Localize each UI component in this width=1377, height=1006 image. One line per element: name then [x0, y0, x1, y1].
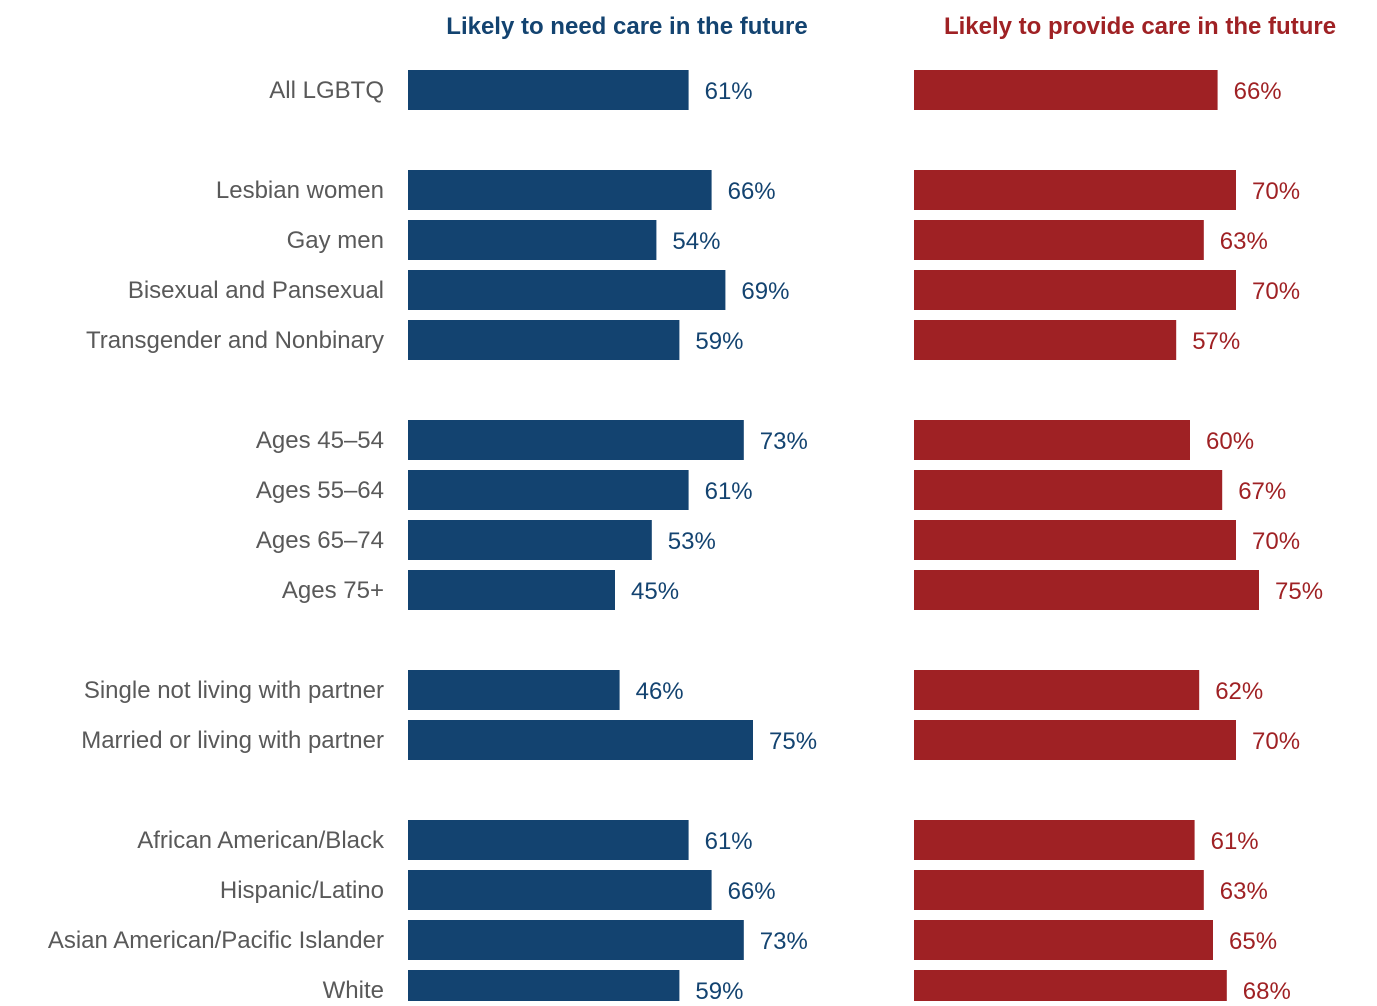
provide-care-bar — [914, 570, 1259, 610]
provide-care-bar — [914, 320, 1177, 360]
category-label: Ages 45–54 — [256, 427, 384, 454]
provide-care-bar — [914, 870, 1204, 910]
provide-care-value-label: 65% — [1229, 928, 1277, 955]
provide-care-bar — [914, 520, 1236, 560]
need-care-value-label: 61% — [705, 828, 753, 855]
provide-care-bar — [914, 670, 1200, 710]
need-care-bar — [408, 70, 689, 110]
category-label: Lesbian women — [216, 177, 384, 204]
category-label: Asian American/Pacific Islander — [48, 927, 384, 954]
category-label: Gay men — [287, 227, 384, 254]
provide-care-value-label: 70% — [1252, 278, 1300, 305]
category-label: Transgender and Nonbinary — [86, 327, 384, 354]
need-care-value-label: 66% — [728, 878, 776, 905]
provide-care-bar — [914, 720, 1236, 760]
need-care-bar — [408, 820, 689, 860]
need-care-value-label: 46% — [636, 678, 684, 705]
category-label: Ages 55–64 — [256, 477, 384, 504]
need-care-value-label: 54% — [672, 228, 720, 255]
need-care-bar — [408, 270, 726, 310]
need-care-value-label: 73% — [760, 428, 808, 455]
need-care-value-label: 61% — [705, 478, 753, 505]
provide-care-bar — [914, 220, 1204, 260]
need-care-bar — [408, 420, 744, 460]
provide-care-value-label: 70% — [1252, 178, 1300, 205]
need-care-value-label: 75% — [769, 728, 817, 755]
provide-care-value-label: 70% — [1252, 728, 1300, 755]
provide-care-bar — [914, 970, 1227, 1006]
need-care-bar — [408, 870, 712, 910]
provide-care-value-label: 57% — [1192, 328, 1240, 355]
provide-care-value-label: 62% — [1215, 678, 1263, 705]
need-care-bar — [408, 720, 753, 760]
provide-care-title: Likely to provide care in the future — [944, 13, 1336, 40]
need-care-value-label: 61% — [705, 78, 753, 105]
need-care-bar — [408, 170, 712, 210]
provide-care-value-label: 66% — [1234, 78, 1282, 105]
need-care-bar — [408, 470, 689, 510]
need-care-bar — [408, 570, 615, 610]
provide-care-bar — [914, 270, 1236, 310]
provide-care-bar — [914, 420, 1190, 460]
provide-care-value-label: 67% — [1238, 478, 1286, 505]
need-care-value-label: 53% — [668, 528, 716, 555]
need-care-bar — [408, 920, 744, 960]
need-care-value-label: 66% — [728, 178, 776, 205]
category-label: White — [323, 977, 384, 1001]
need-care-bar — [408, 320, 680, 360]
provide-care-value-label: 61% — [1211, 828, 1259, 855]
need-care-bar — [408, 520, 652, 560]
category-label: African American/Black — [137, 827, 385, 854]
provide-care-value-label: 70% — [1252, 528, 1300, 555]
category-label: Ages 75+ — [282, 577, 384, 604]
need-care-bar — [408, 970, 680, 1006]
provide-care-bar — [914, 170, 1236, 210]
need-care-value-label: 73% — [760, 928, 808, 955]
provide-care-bar — [914, 470, 1223, 510]
need-care-value-label: 69% — [741, 278, 789, 305]
category-label: Ages 65–74 — [256, 527, 384, 554]
category-label: All LGBTQ — [269, 77, 384, 104]
provide-care-value-label: 68% — [1243, 978, 1291, 1001]
need-care-bar — [408, 220, 657, 260]
provide-care-bar — [914, 920, 1213, 960]
provide-care-value-label: 63% — [1220, 228, 1268, 255]
provide-care-value-label: 63% — [1220, 878, 1268, 905]
need-care-value-label: 59% — [695, 328, 743, 355]
need-care-value-label: 59% — [695, 978, 743, 1001]
need-care-title: Likely to need care in the future — [446, 13, 807, 40]
provide-care-value-label: 60% — [1206, 428, 1254, 455]
need-care-value-label: 45% — [631, 578, 679, 605]
provide-care-value-label: 75% — [1275, 578, 1323, 605]
need-care-bar — [408, 670, 620, 710]
provide-care-bar — [914, 70, 1218, 110]
category-label: Married or living with partner — [81, 727, 384, 754]
category-label: Hispanic/Latino — [220, 877, 384, 904]
category-label: Bisexual and Pansexual — [128, 277, 384, 304]
category-label: Single not living with partner — [84, 677, 384, 704]
provide-care-bar — [914, 820, 1195, 860]
